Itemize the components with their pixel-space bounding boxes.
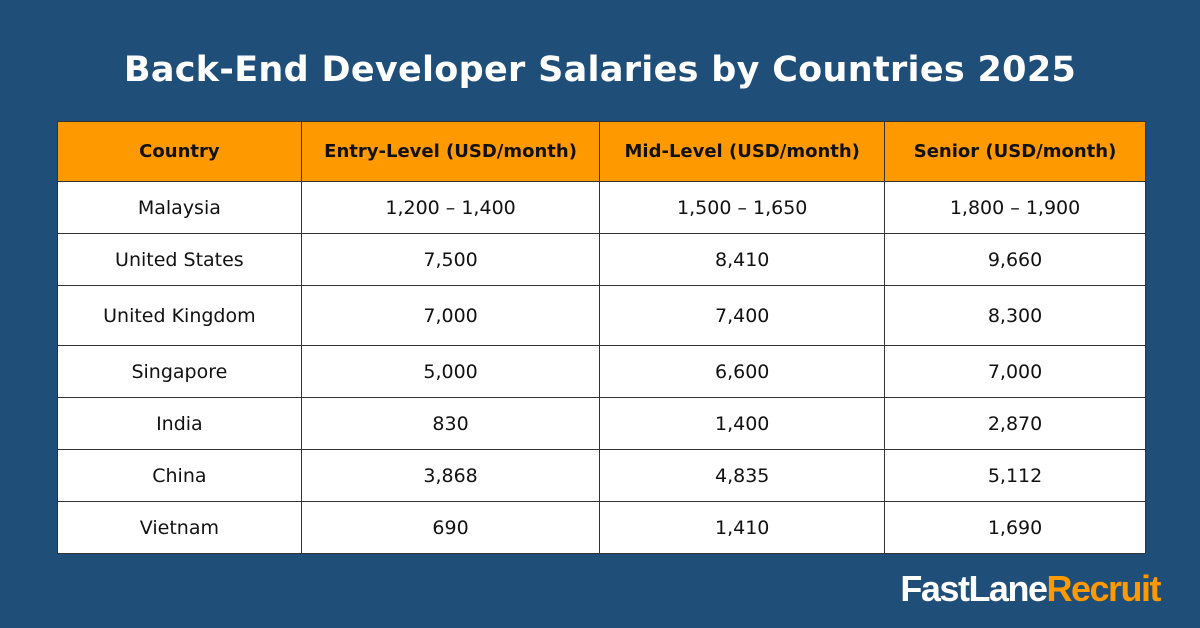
cell-country: China [57, 449, 302, 502]
cell-mid-level: 1,500 – 1,650 [599, 181, 886, 234]
table-row: Singapore 5,000 6,600 7,000 [57, 345, 1146, 398]
cell-mid-level: 4,835 [599, 449, 886, 502]
cell-mid-level: 8,410 [599, 233, 886, 286]
table-row: United States 7,500 8,410 9,660 [57, 233, 1146, 286]
cell-senior: 7,000 [884, 345, 1146, 398]
page-title: Back-End Developer Salaries by Countries… [123, 50, 1077, 90]
cell-entry-level: 830 [300, 397, 601, 450]
cell-senior: 9,660 [884, 233, 1146, 286]
cell-senior: 8,300 [884, 285, 1146, 346]
cell-country: United Kingdom [57, 285, 302, 346]
header-country: Country [57, 121, 302, 182]
logo-part-2: Recruit [1046, 568, 1161, 609]
cell-senior: 1,800 – 1,900 [884, 181, 1146, 234]
cell-country: Vietnam [57, 501, 302, 554]
cell-senior: 1,690 [884, 501, 1146, 554]
header-senior: Senior (USD/month) [884, 121, 1146, 182]
cell-mid-level: 1,410 [599, 501, 886, 554]
cell-country: India [57, 397, 302, 450]
table-row: United Kingdom 7,000 7,400 8,300 [57, 285, 1146, 346]
header-mid-level: Mid-Level (USD/month) [599, 121, 886, 182]
cell-country: Malaysia [57, 181, 302, 234]
cell-entry-level: 3,868 [300, 449, 601, 502]
salary-table: Country Entry-Level (USD/month) Mid-Leve… [57, 121, 1146, 554]
table-row: Malaysia 1,200 – 1,400 1,500 – 1,650 1,800 … [57, 181, 1146, 234]
logo-part-1: FastLane [900, 568, 1048, 609]
cell-entry-level: 690 [300, 501, 601, 554]
cell-mid-level: 7,400 [599, 285, 886, 346]
cell-entry-level: 5,000 [300, 345, 601, 398]
fastlanerecruit-logo: FastLaneRecruit [900, 568, 1161, 610]
header-row: Country Entry-Level (USD/month) Mid-Leve… [57, 121, 1146, 182]
cell-country: United States [57, 233, 302, 286]
cell-country: Singapore [57, 345, 302, 398]
table-row: China 3,868 4,835 5,112 [57, 449, 1146, 502]
header-entry-level: Entry-Level (USD/month) [300, 121, 601, 182]
cell-senior: 5,112 [884, 449, 1146, 502]
cell-entry-level: 7,500 [300, 233, 601, 286]
cell-entry-level: 7,000 [300, 285, 601, 346]
table-row: Vietnam 690 1,410 1,690 [57, 501, 1146, 554]
table-row: India 830 1,400 2,870 [57, 397, 1146, 450]
cell-entry-level: 1,200 – 1,400 [300, 181, 601, 234]
cell-mid-level: 1,400 [599, 397, 886, 450]
cell-mid-level: 6,600 [599, 345, 886, 398]
cell-senior: 2,870 [884, 397, 1146, 450]
